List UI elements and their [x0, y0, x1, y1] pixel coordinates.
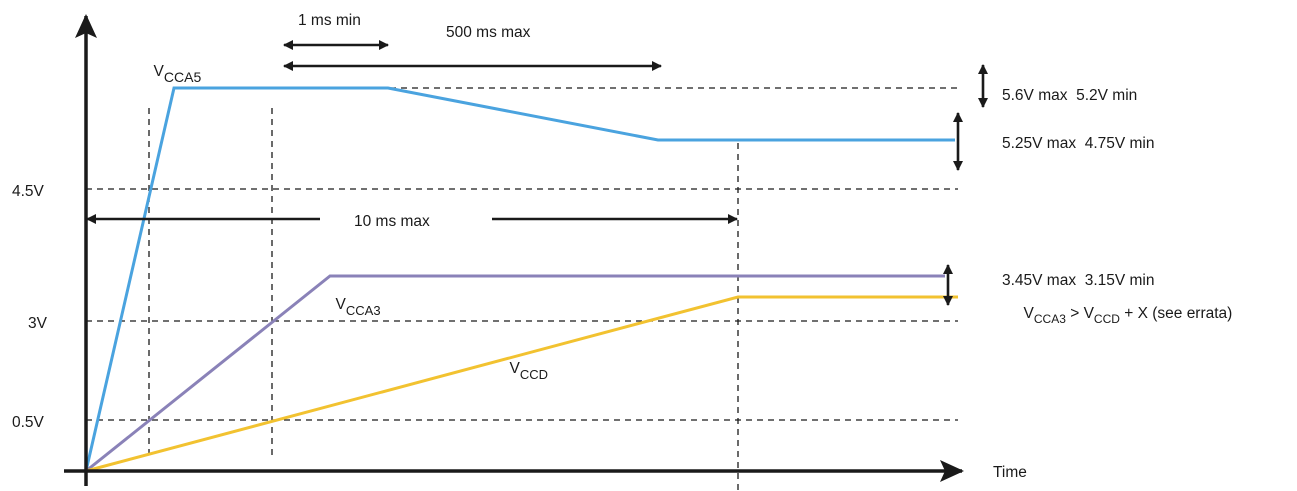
vcca5-curve	[84, 86, 955, 472]
vcca3-label: VCCA3	[314, 296, 394, 319]
y-tick-0-5v: 0.5V	[12, 414, 45, 431]
y-tick-4-5v: 4.5V	[12, 183, 45, 200]
spec-vcca5-initial: 5.6V max 5.2V min	[1002, 87, 1137, 104]
label-500ms-max: 500 ms max	[446, 24, 531, 41]
spec-vcca3: 3.45V max 3.15V min	[1002, 272, 1155, 289]
x-axis-label: Time	[993, 464, 1027, 481]
vccd-label: VCCD	[488, 360, 561, 383]
vccd-curve	[85, 295, 958, 473]
y-tick-3v: 3V	[28, 315, 48, 332]
spec-vcca5-steady: 5.25V max 4.75V min	[1002, 135, 1155, 152]
vcca5-label: VCCA5	[132, 63, 214, 86]
label-1ms-min: 1 ms min	[298, 12, 361, 29]
label-10ms-max: 10 ms max	[354, 213, 430, 230]
spec-relation: VCCA3 > VCCD + X (see errata)	[1002, 305, 1245, 326]
vcca3-curve	[85, 274, 945, 473]
